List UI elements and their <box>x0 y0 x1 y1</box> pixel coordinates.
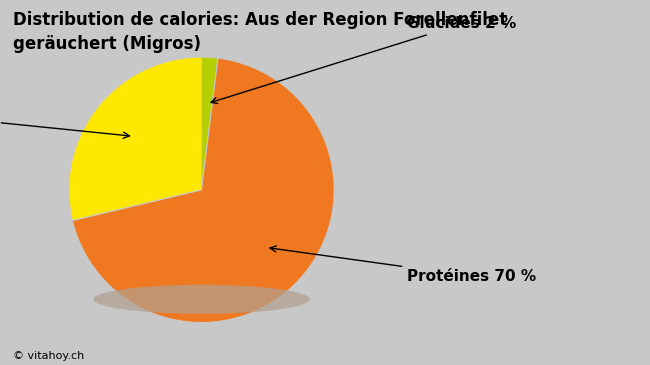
Text: Distribution de calories: Aus der Region Forellenfilet
geräuchert (Migros): Distribution de calories: Aus der Region… <box>13 11 507 53</box>
Ellipse shape <box>93 285 310 314</box>
Wedge shape <box>72 58 334 323</box>
Text: © vitahoy.ch: © vitahoy.ch <box>13 351 84 361</box>
Wedge shape <box>202 57 218 190</box>
Text: Glucides 2 %: Glucides 2 % <box>211 16 517 104</box>
Text: Lipides 29 %: Lipides 29 % <box>0 109 129 138</box>
Text: Protéines 70 %: Protéines 70 % <box>270 246 536 284</box>
Wedge shape <box>69 57 202 220</box>
